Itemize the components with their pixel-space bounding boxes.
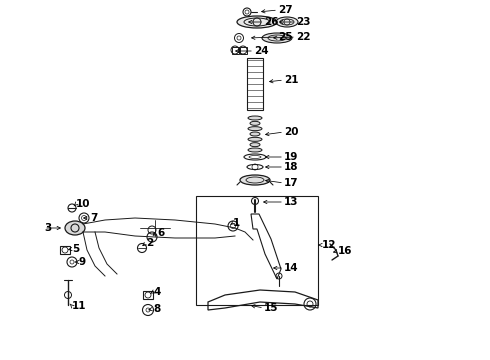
Text: 1: 1 xyxy=(233,218,240,228)
Text: 14: 14 xyxy=(284,263,298,273)
Bar xyxy=(231,46,239,54)
Ellipse shape xyxy=(248,116,262,120)
Text: 24: 24 xyxy=(254,46,269,56)
Text: 12: 12 xyxy=(322,240,337,250)
Ellipse shape xyxy=(248,127,262,131)
Text: 11: 11 xyxy=(72,301,87,311)
Text: 19: 19 xyxy=(284,152,298,162)
Text: 15: 15 xyxy=(264,303,278,313)
Text: 17: 17 xyxy=(284,178,298,188)
Text: 3: 3 xyxy=(44,223,51,233)
Text: 10: 10 xyxy=(76,199,91,209)
Ellipse shape xyxy=(250,143,260,147)
Text: 4: 4 xyxy=(153,287,160,297)
Ellipse shape xyxy=(248,148,262,152)
Ellipse shape xyxy=(237,16,277,28)
Ellipse shape xyxy=(250,132,260,136)
Ellipse shape xyxy=(262,33,292,43)
Text: 22: 22 xyxy=(296,32,311,42)
Bar xyxy=(196,196,318,305)
Bar xyxy=(240,46,246,54)
Text: 6: 6 xyxy=(157,228,164,238)
Ellipse shape xyxy=(276,17,298,27)
Ellipse shape xyxy=(65,221,85,235)
Ellipse shape xyxy=(240,175,270,185)
Text: 16: 16 xyxy=(338,246,352,256)
Text: 20: 20 xyxy=(284,127,298,137)
Text: 18: 18 xyxy=(284,162,298,172)
Bar xyxy=(247,58,263,110)
Bar xyxy=(60,246,70,254)
Text: 5: 5 xyxy=(72,244,79,254)
Text: 8: 8 xyxy=(153,304,160,314)
Ellipse shape xyxy=(248,137,262,141)
Text: 9: 9 xyxy=(78,257,85,267)
Text: 7: 7 xyxy=(90,213,98,223)
Text: 13: 13 xyxy=(284,197,298,207)
Bar xyxy=(143,291,153,299)
Text: 23: 23 xyxy=(296,17,311,27)
Text: 2: 2 xyxy=(146,238,153,248)
Text: 26: 26 xyxy=(264,17,278,27)
Text: 25: 25 xyxy=(278,32,293,42)
Text: 21: 21 xyxy=(284,75,298,85)
Ellipse shape xyxy=(250,121,260,125)
Text: 27: 27 xyxy=(278,5,293,15)
